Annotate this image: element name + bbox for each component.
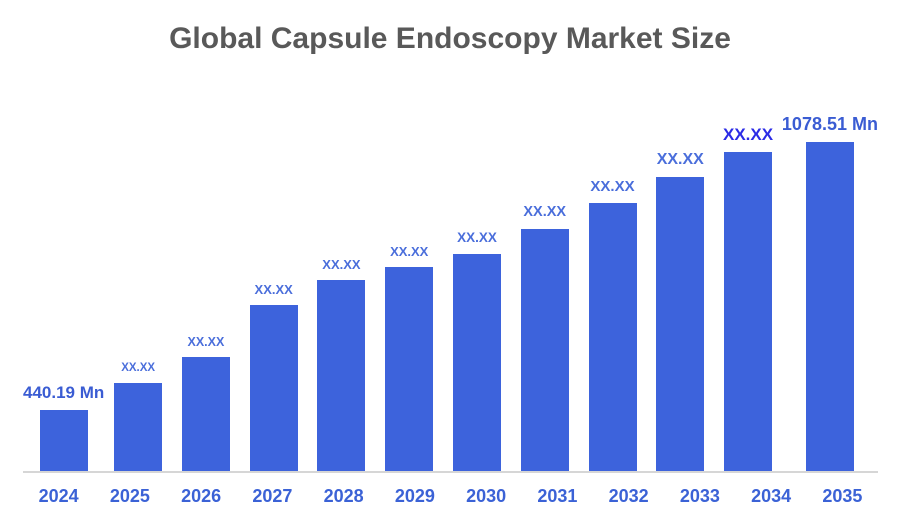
bar-slot-2031: XX.XX xyxy=(511,115,579,472)
bar-slot-2024: 440.19 Mn xyxy=(23,115,104,472)
bar-slot-2030: XX.XX xyxy=(443,115,511,472)
bar-2032 xyxy=(588,202,637,472)
bar-2029 xyxy=(385,266,434,472)
bar-slot-2025: XX.XX xyxy=(104,115,172,472)
bar-slot-2027: XX.XX xyxy=(240,115,308,472)
bar-2026 xyxy=(181,357,230,472)
x-tick-2031: 2031 xyxy=(537,486,578,506)
bar-value-label-2025: XX.XX xyxy=(121,361,156,374)
x-tick-2026: 2026 xyxy=(181,486,222,506)
x-tick-2035: 2035 xyxy=(822,486,863,506)
bar-2027 xyxy=(249,304,298,472)
x-tick-2034: 2034 xyxy=(751,486,792,506)
bar-value-label-2035: 1078.51 Mn xyxy=(781,114,878,134)
bar-2034 xyxy=(724,151,773,472)
x-axis-labels: 2024 2025 2026 2027 2028 2029 2030 2031 2032 2033… xyxy=(23,486,878,507)
plot-area: 440.19 Mn XX.XX XX.XX XX.XX XX.XX XX.XX XX.XX X… xyxy=(23,115,878,472)
bar-value-label-2024: 440.19 Mn xyxy=(23,383,105,402)
bar-slot-2026: XX.XX xyxy=(172,115,240,472)
x-tick-2027: 2027 xyxy=(252,486,293,506)
x-tick-2029: 2029 xyxy=(394,486,435,506)
bar-2028 xyxy=(317,279,366,472)
bar-slot-2035: 1078.51 Mn xyxy=(782,115,878,472)
bar-2033 xyxy=(656,176,705,472)
bar-value-label-2029: XX.XX xyxy=(390,243,429,259)
x-axis-line xyxy=(23,471,878,473)
bar-value-label-2026: XX.XX xyxy=(187,334,225,349)
bar-2031 xyxy=(520,228,569,472)
bar-value-label-2027: XX.XX xyxy=(254,281,293,297)
x-tick-2028: 2028 xyxy=(323,486,364,506)
bar-value-label-2030: XX.XX xyxy=(457,230,497,246)
bar-value-label-2033: XX.XX xyxy=(656,150,704,168)
chart-title: Global Capsule Endoscopy Market Size xyxy=(169,22,731,55)
bar-slot-2029: XX.XX xyxy=(375,115,443,472)
x-tick-2030: 2030 xyxy=(466,486,507,506)
bar-value-label-2031: XX.XX xyxy=(523,204,567,221)
bar-value-label-2032: XX.XX xyxy=(590,177,635,195)
bar-2035 xyxy=(805,142,854,472)
bar-slot-2028: XX.XX xyxy=(308,115,376,472)
x-tick-2033: 2033 xyxy=(679,486,720,506)
bar-2030 xyxy=(452,253,501,472)
bar-slot-2034: XX.XX xyxy=(714,115,782,472)
bar-2024 xyxy=(39,410,88,472)
x-tick-2025: 2025 xyxy=(109,486,150,506)
x-tick-2024: 2024 xyxy=(38,486,79,506)
bar-slot-2032: XX.XX xyxy=(579,115,647,472)
x-tick-2032: 2032 xyxy=(608,486,649,506)
bar-slot-2033: XX.XX xyxy=(646,115,714,472)
bar-value-label-2028: XX.XX xyxy=(322,256,361,272)
bar-2025 xyxy=(114,383,163,472)
bar-value-label-2034: XX.XX xyxy=(722,124,774,144)
